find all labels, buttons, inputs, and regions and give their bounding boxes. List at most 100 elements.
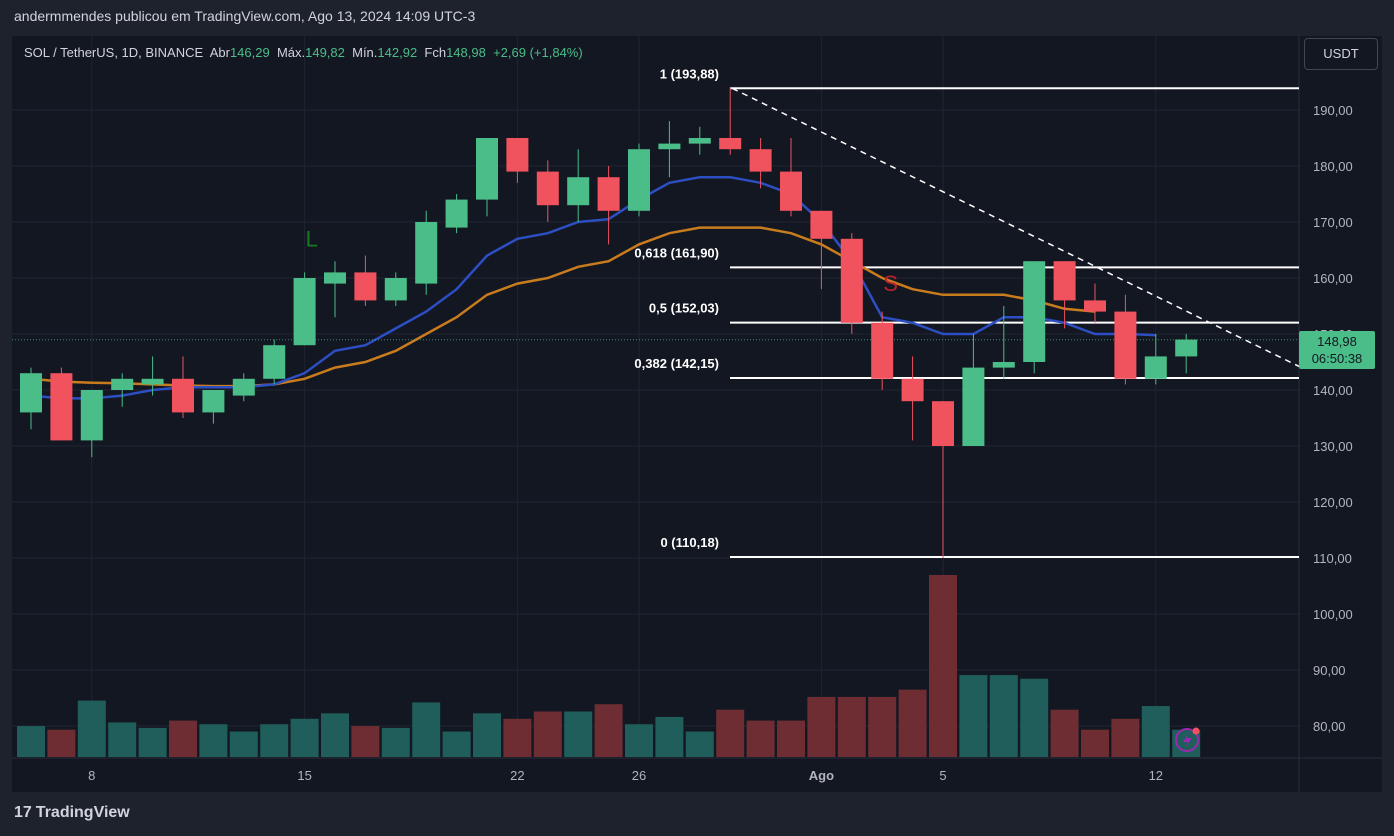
candle-body: [932, 401, 954, 446]
candle-body: [1084, 300, 1106, 312]
fib-level-label: 1 (193,88): [660, 66, 719, 81]
volume-bar: [989, 675, 1018, 757]
time-tick-label: 12: [1149, 768, 1163, 783]
low-value: 142,92: [377, 45, 418, 60]
lightning-bolt-shape: [1183, 733, 1192, 748]
volume-bar: [1020, 678, 1049, 757]
volume-bar: [685, 731, 714, 757]
candle-body: [901, 378, 924, 402]
price-tick-label: 80,00: [1313, 719, 1346, 734]
candle-body: [628, 149, 650, 211]
fib-level-label: 0 (110,18): [660, 535, 719, 550]
candle-body: [50, 373, 73, 441]
volume-bar: [138, 727, 167, 757]
close-label: Fch: [424, 45, 447, 60]
volume-bar: [929, 575, 957, 757]
volume-bar: [47, 729, 76, 757]
candle-body: [597, 177, 620, 211]
candle-body: [658, 143, 681, 150]
lightning-icon: [1175, 728, 1199, 752]
candle-body: [749, 149, 772, 172]
time-tick-label: 15: [297, 768, 311, 783]
signal-annotation: S: [883, 271, 898, 296]
candle-body: [688, 138, 711, 144]
time-tick-label: 8: [88, 768, 95, 783]
candle-body: [810, 210, 833, 239]
time-tick-label: 5: [939, 768, 946, 783]
fib-level-label: 0,382 (142,15): [634, 356, 719, 371]
volume-bar: [1050, 709, 1079, 757]
volume-bar: [564, 711, 593, 757]
volume-bar: [260, 724, 289, 757]
candle-body: [992, 362, 1015, 368]
volume-bar: [777, 720, 805, 757]
volume-bar: [1081, 729, 1109, 757]
volume-bar: [868, 696, 897, 757]
volume-bar: [807, 696, 836, 757]
candle-body: [232, 378, 255, 396]
volume-bar: [503, 718, 532, 757]
candle-body: [567, 177, 590, 206]
volume-bar: [351, 726, 380, 757]
volume-bar: [442, 731, 471, 757]
ma-fast-line: [30, 175, 1156, 400]
open-label: Abr: [209, 45, 230, 60]
candle-body: [80, 390, 103, 441]
candle-body: [1053, 261, 1076, 301]
price-tick-label: 160,00: [1313, 271, 1353, 286]
candle-body: [780, 171, 802, 211]
tradingview-footer[interactable]: 17 TradingView: [14, 804, 130, 822]
volume-bar: [321, 713, 349, 757]
currency-button[interactable]: USDT: [1304, 38, 1378, 70]
volume-bar: [199, 724, 228, 757]
candle-body: [476, 138, 498, 200]
volume-bar: [837, 696, 866, 757]
price-tick-label: 130,00: [1313, 439, 1353, 454]
candle-body: [324, 272, 346, 284]
publisher-line: andermmendes publicou em TradingView.com…: [14, 8, 476, 24]
candle-body: [20, 373, 42, 413]
candle-body: [840, 238, 863, 323]
fib-level-label: 0,5 (152,03): [649, 301, 719, 316]
volume-bar: [655, 716, 684, 757]
volume-bar: [898, 689, 927, 757]
alert-dot: [1192, 727, 1200, 735]
price-tick-label: 100,00: [1313, 607, 1353, 622]
volume-bar: [108, 722, 137, 757]
volume-bar: [412, 702, 441, 757]
price-tick-label: 90,00: [1313, 663, 1346, 678]
volume-bar: [1141, 706, 1170, 757]
candle-body: [111, 378, 134, 390]
volume-bar: [625, 724, 653, 757]
candle-body: [415, 222, 438, 284]
candle-body: [1023, 261, 1046, 362]
candle-body: [445, 199, 468, 228]
last-price-tag: 148,98 06:50:38: [1299, 331, 1375, 369]
candle-body: [202, 390, 225, 413]
price-tick-label: 190,00: [1313, 103, 1353, 118]
last-price: 148,98: [1317, 334, 1357, 349]
price-tick-label: 110,00: [1313, 551, 1352, 566]
volume-bar: [1111, 718, 1140, 757]
high-value: 149,82: [305, 45, 345, 60]
open-value: 146,29: [229, 45, 270, 60]
chart-panel[interactable]: [12, 36, 1382, 792]
candle-body: [506, 138, 529, 172]
bar-countdown: 06:50:38: [1311, 351, 1363, 366]
volume-bar: [533, 711, 562, 757]
candle-body: [1144, 356, 1167, 379]
close-value: 148,98: [446, 45, 486, 60]
symbol-legend: SOL / TetherUS, 1D, BINANCE Abr146,29 Má…: [24, 45, 583, 60]
volume-bar: [473, 713, 501, 757]
price-tick-label: 140,00: [1313, 383, 1353, 398]
time-tick-label: Ago: [809, 768, 834, 783]
tradingview-logo-icon: 17: [14, 804, 32, 821]
volume-bar: [17, 726, 45, 757]
candle-body: [263, 345, 286, 379]
time-tick-label: 22: [510, 768, 524, 783]
candle-body: [384, 278, 407, 301]
candle-body: [354, 272, 377, 301]
volume-bar: [959, 675, 988, 757]
candle-body: [536, 171, 559, 206]
